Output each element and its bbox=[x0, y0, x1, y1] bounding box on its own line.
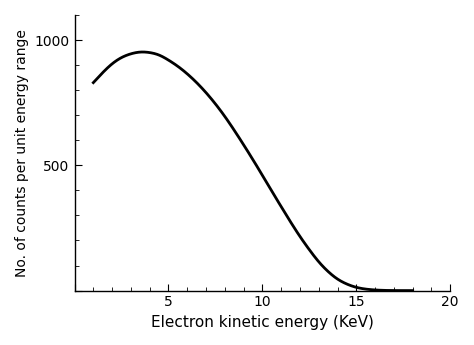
Y-axis label: No. of counts per unit energy range: No. of counts per unit energy range bbox=[15, 29, 29, 277]
X-axis label: Electron kinetic energy (KeV): Electron kinetic energy (KeV) bbox=[151, 315, 374, 330]
